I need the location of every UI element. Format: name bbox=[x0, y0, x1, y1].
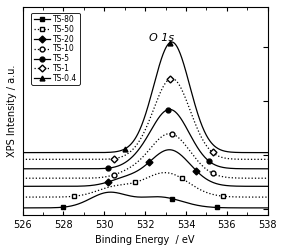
Legend: TS-80, TS-50, TS-20, TS-10, TS-5, TS-1, TS-0.4: TS-80, TS-50, TS-20, TS-10, TS-5, TS-1, … bbox=[31, 13, 80, 85]
Y-axis label: XPS Intensity / a.u.: XPS Intensity / a.u. bbox=[7, 65, 17, 157]
Text: O 1s: O 1s bbox=[149, 33, 174, 43]
X-axis label: Binding Energy  / eV: Binding Energy / eV bbox=[95, 235, 195, 245]
